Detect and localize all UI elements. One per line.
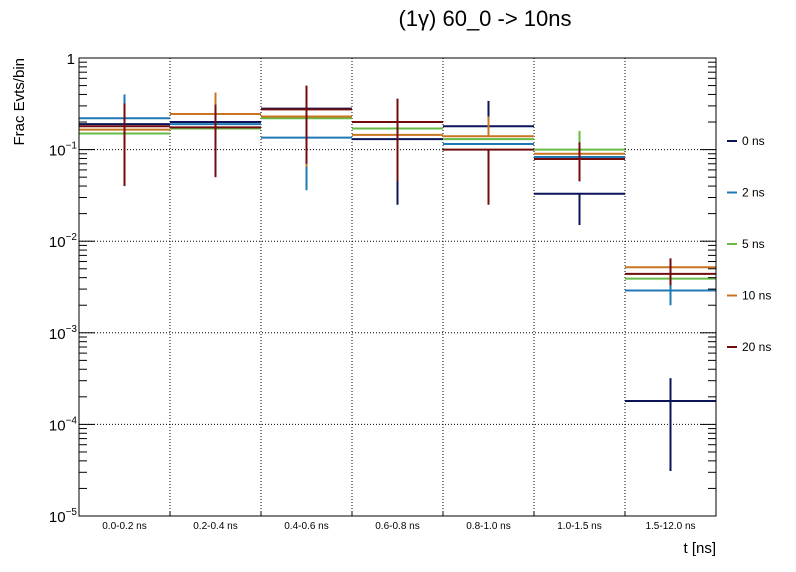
- legend-label: 0 ns: [742, 134, 765, 148]
- chart-title: (1γ) 60_0 -> 10ns: [398, 6, 571, 31]
- x-category-label: 1.0-1.5 ns: [557, 521, 601, 532]
- y-axis-title: Frac Evts/bin: [11, 58, 28, 146]
- x-category-label: 0.6-0.8 ns: [375, 521, 419, 532]
- y-tick-label: 10−4: [49, 415, 78, 434]
- legend-label: 10 ns: [742, 289, 771, 303]
- x-category-label: 0.2-0.4 ns: [193, 521, 237, 532]
- legend-label: 5 ns: [742, 237, 765, 251]
- series-20-ns: [79, 85, 716, 286]
- x-category-label: 0.8-1.0 ns: [466, 521, 510, 532]
- legend-label: 2 ns: [742, 186, 765, 200]
- x-category-label: 0.0-0.2 ns: [102, 521, 146, 532]
- x-axis-title: t [ns]: [683, 540, 716, 557]
- x-category-label: 1.5-12.0 ns: [645, 521, 695, 532]
- plot-frame: [78, 57, 717, 517]
- y-tick-label: 10−3: [49, 324, 78, 343]
- legend: 0 ns 2 ns 5 ns 10 ns 20 ns: [727, 134, 771, 354]
- x-category-label: 0.4-0.6 ns: [284, 521, 328, 532]
- y-tick-label: 10−2: [49, 232, 78, 251]
- y-tick-label: 1: [67, 51, 75, 68]
- series-layer: [79, 85, 716, 471]
- y-tick-label: 10−5: [49, 507, 78, 526]
- legend-label: 20 ns: [742, 340, 771, 354]
- y-tick-label: 10−1: [49, 141, 78, 160]
